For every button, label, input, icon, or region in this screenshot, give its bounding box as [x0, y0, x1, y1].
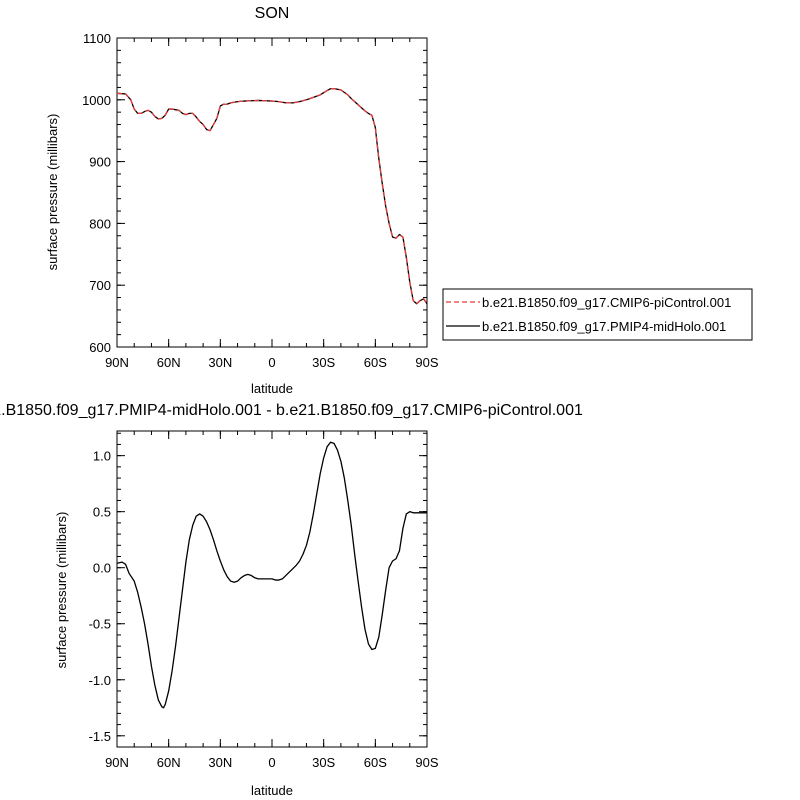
bottom-y-tick-label: -1.5: [89, 729, 111, 744]
legend-label-control: b.e21.B1850.f09_g17.CMIP6-piControl.001: [482, 295, 731, 310]
top-y-axis-label: surface pressure (millibars): [45, 114, 60, 271]
bottom-plot-frame: [116, 430, 428, 748]
bottom-x-tick-label: 90S: [415, 755, 438, 770]
top-x-tick-label: 90N: [105, 355, 129, 370]
bottom-x-tick-label: 60N: [157, 755, 181, 770]
top-axis-ticks: 90N 60N 30N 0 30S 60S 90S 600 700 800 900 1000 1100: [82, 31, 439, 370]
top-series-group: [116, 88, 428, 305]
bottom-x-tick-label: 90N: [105, 755, 129, 770]
bottom-y-tick-label: 1.0: [93, 449, 111, 464]
top-x-axis-label: latitude: [251, 381, 293, 396]
top-chart-title: SON: [255, 5, 290, 22]
top-plot-frame: [116, 37, 428, 348]
bottom-series-group: [116, 441, 427, 709]
top-y-tick-label: 1100: [83, 31, 111, 46]
top-x-tick-label: 30N: [208, 355, 232, 370]
top-series-line-0: [116, 88, 428, 305]
bottom-x-tick-label: 0: [268, 755, 275, 770]
bottom-x-axis-label: latitude: [251, 783, 293, 798]
legend-frame: [442, 288, 753, 341]
legend: b.e21.B1850.f09_g17.CMIP6-piControl.001 …: [442, 288, 753, 341]
top-series-line-1: [116, 88, 428, 305]
top-x-tick-label: 30S: [312, 355, 335, 370]
bottom-axis-ticks: 90N 60N 30N 0 30S 60S 90S -1.5 -1.0 -0.5 0.0 0.5 1.0: [89, 431, 439, 770]
top-y-tick-label: 600: [89, 340, 111, 355]
legend-label-midholo: b.e21.B1850.f09_g17.PMIP4-midHolo.001: [482, 319, 726, 334]
bottom-y-tick-label: -1.0: [89, 673, 111, 688]
bottom-y-tick-label: 0.5: [93, 505, 111, 520]
bottom-series-line-0: [116, 441, 427, 709]
top-x-tick-label: 60S: [364, 355, 387, 370]
top-y-tick-label: 800: [89, 216, 111, 231]
top-y-tick-label: 700: [89, 278, 111, 293]
top-x-tick-label: 60N: [157, 355, 181, 370]
bottom-chart-title: b.e21.B1850.f09_g17.PMIP4-midHolo.001 - …: [0, 402, 583, 419]
bottom-x-tick-label: 30S: [312, 755, 335, 770]
bottom-y-tick-label: -0.5: [89, 617, 111, 632]
top-x-tick-label: 90S: [415, 355, 438, 370]
top-y-tick-label: 1000: [82, 93, 111, 108]
top-y-tick-label: 900: [89, 155, 111, 170]
bottom-y-tick-label: 0.0: [93, 561, 111, 576]
bottom-y-axis-label: surface pressure (millibars): [54, 512, 69, 669]
top-x-tick-label: 0: [268, 355, 275, 370]
bottom-x-tick-label: 30N: [208, 755, 232, 770]
bottom-x-tick-label: 60S: [364, 755, 387, 770]
